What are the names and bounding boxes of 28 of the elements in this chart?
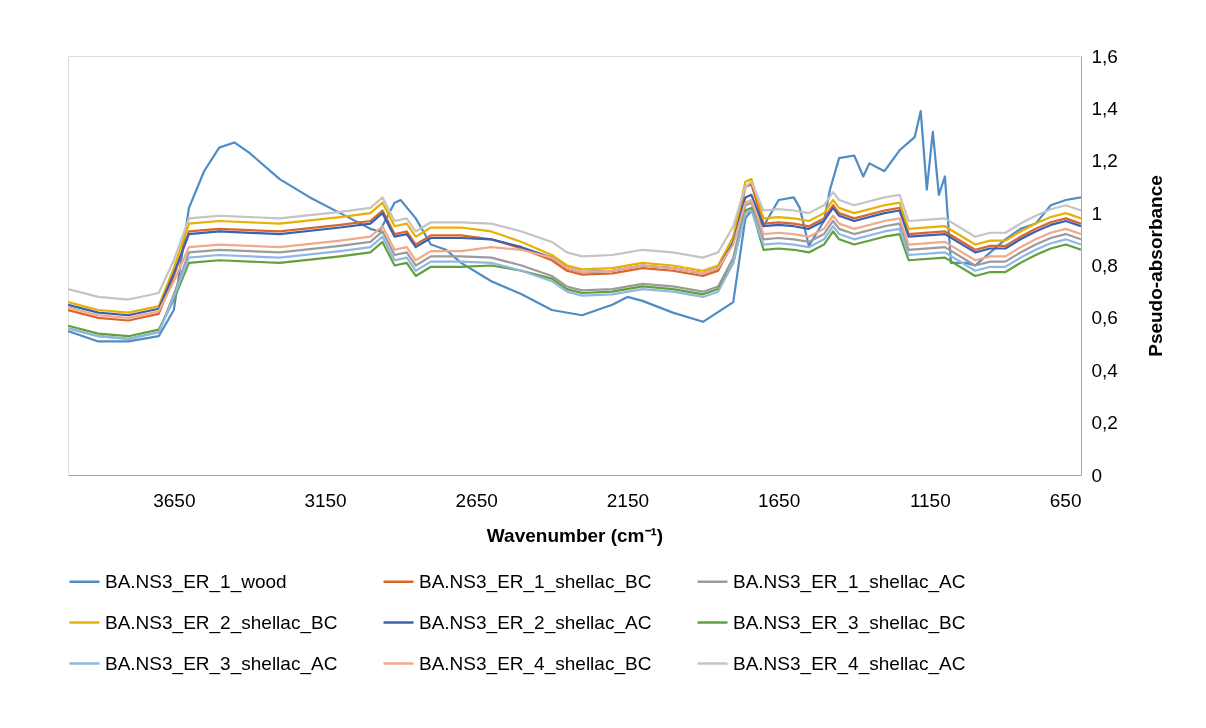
y-tick-label: 1,2 bbox=[1091, 150, 1118, 172]
legend-label: BA.NS3_ER_3_shellac_BC bbox=[733, 611, 966, 634]
y-tick-label: 0,8 bbox=[1091, 255, 1118, 276]
x-tick-label: 3650 bbox=[153, 489, 196, 511]
legend-label: BA.NS3_ER_2_shellac_BC bbox=[105, 611, 338, 634]
legend-label: BA.NS3_ER_4_shellac_AC bbox=[733, 652, 966, 675]
legend-label: BA.NS3_ER_1_shellac_AC bbox=[733, 570, 966, 593]
y-tick-label: 0,4 bbox=[1091, 359, 1119, 381]
line-series bbox=[68, 109, 1081, 343]
x-tick-label: 1650 bbox=[757, 489, 801, 511]
x-tick-label: 3150 bbox=[304, 489, 347, 511]
x-tick-label: 650 bbox=[1049, 489, 1082, 511]
y-tick-label: 1,6 bbox=[1091, 45, 1118, 67]
y-tick-label: 0,2 bbox=[1091, 412, 1118, 434]
legend-label: BA.NS3_ER_4_shellac_BC bbox=[419, 652, 652, 675]
x-axis-title: Wavenumber (cm⁻¹) bbox=[486, 524, 664, 546]
x-tick-label: 2650 bbox=[455, 489, 498, 511]
y-tick-label: 1,4 bbox=[1091, 97, 1119, 119]
legend-label: BA.NS3_ER_3_shellac_AC bbox=[105, 652, 338, 675]
x-tick-label: 2150 bbox=[606, 489, 650, 511]
y-tick-label: 0 bbox=[1091, 464, 1103, 486]
x-tick-label: 1150 bbox=[909, 489, 951, 511]
legend-label: BA.NS3_ER_1_wood bbox=[105, 570, 287, 593]
y-tick-label: 0,6 bbox=[1091, 307, 1118, 329]
y-axis-title: Pseudo-absorbance bbox=[1144, 175, 1166, 357]
legend-label: BA.NS3_ER_2_shellac_AC bbox=[419, 611, 652, 634]
legend-label: BA.NS3_ER_1_shellac_BC bbox=[419, 570, 652, 593]
y-tick-label: 1 bbox=[1091, 202, 1103, 224]
